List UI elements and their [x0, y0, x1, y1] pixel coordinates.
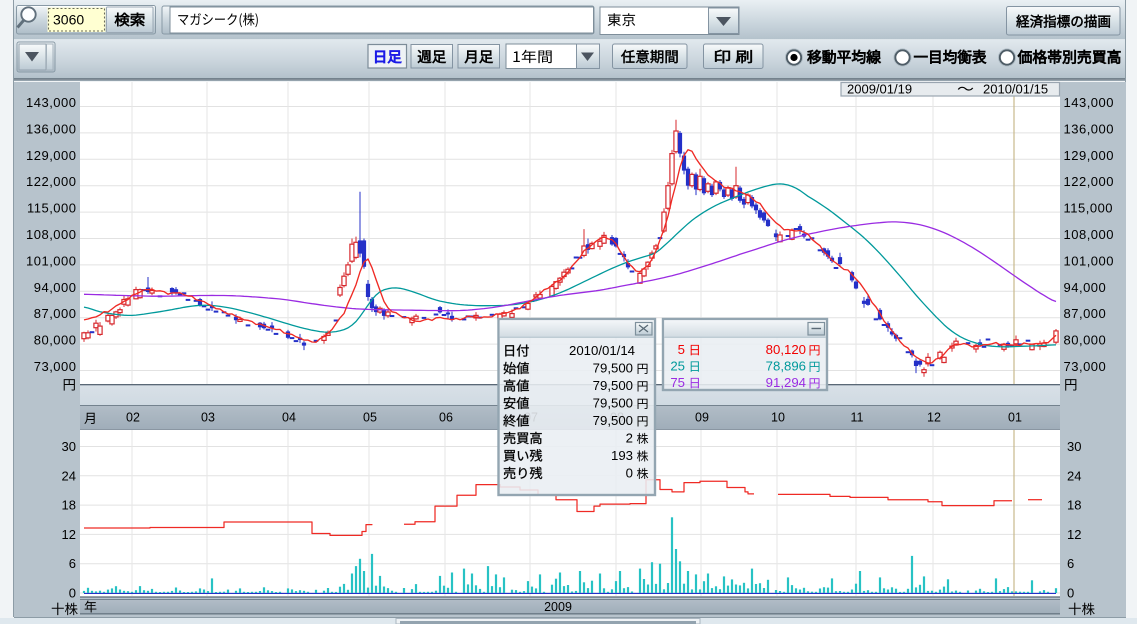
svg-text:05: 05 — [363, 411, 377, 425]
svg-text:94,000: 94,000 — [34, 280, 77, 295]
svg-text:12: 12 — [62, 527, 76, 542]
svg-text:24: 24 — [62, 468, 76, 483]
svg-text:2010/01/14: 2010/01/14 — [569, 343, 635, 358]
svg-text:193: 193 — [611, 448, 633, 463]
svg-text:2: 2 — [626, 431, 633, 446]
svg-text:12: 12 — [927, 411, 941, 425]
svg-text:115,000: 115,000 — [1064, 201, 1114, 216]
svg-text:03: 03 — [201, 411, 215, 425]
svg-text:73,000: 73,000 — [1064, 359, 1107, 374]
svg-text:11: 11 — [851, 411, 864, 425]
svg-text:30: 30 — [1067, 439, 1081, 454]
svg-text:0: 0 — [1067, 586, 1074, 601]
svg-text:79,500: 79,500 — [593, 361, 633, 376]
svg-text:6: 6 — [1067, 556, 1074, 571]
svg-text:87,000: 87,000 — [34, 306, 77, 321]
svg-text:12: 12 — [1067, 527, 1081, 542]
svg-text:79,500: 79,500 — [593, 396, 633, 411]
svg-text:122,000: 122,000 — [26, 174, 77, 189]
svg-text:04: 04 — [282, 411, 296, 425]
svg-text:0: 0 — [626, 466, 633, 481]
svg-text:80,000: 80,000 — [1064, 333, 1107, 348]
svg-text:25: 25 — [670, 359, 685, 374]
svg-text:75: 75 — [670, 375, 685, 390]
svg-text:136,000: 136,000 — [26, 121, 77, 136]
svg-text:5: 5 — [678, 342, 685, 357]
svg-text:91,294: 91,294 — [766, 375, 806, 390]
svg-text:136,000: 136,000 — [1064, 121, 1115, 136]
svg-text:02: 02 — [126, 411, 140, 425]
svg-text:129,000: 129,000 — [1064, 148, 1115, 163]
svg-text:108,000: 108,000 — [26, 227, 77, 242]
svg-text:79,500: 79,500 — [593, 378, 633, 393]
svg-text:79,500: 79,500 — [593, 413, 633, 428]
svg-text:87,000: 87,000 — [1064, 306, 1107, 321]
svg-text:2010/01/15: 2010/01/15 — [983, 82, 1048, 97]
svg-text:3060: 3060 — [53, 12, 84, 28]
svg-text:101,000: 101,000 — [1064, 253, 1115, 268]
svg-text:78,896: 78,896 — [766, 359, 806, 374]
svg-text:18: 18 — [1067, 498, 1081, 513]
svg-text:18: 18 — [62, 498, 76, 513]
svg-text:129,000: 129,000 — [26, 148, 77, 163]
svg-text:0: 0 — [69, 586, 76, 601]
svg-text:01: 01 — [1008, 411, 1022, 425]
svg-text:73,000: 73,000 — [34, 359, 77, 374]
svg-text:2009/01/19: 2009/01/19 — [847, 82, 912, 97]
svg-text:108,000: 108,000 — [1064, 227, 1115, 242]
svg-text:143,000: 143,000 — [1064, 95, 1115, 110]
svg-text:80,000: 80,000 — [34, 333, 77, 348]
svg-text:30: 30 — [62, 439, 76, 454]
svg-text:94,000: 94,000 — [1064, 280, 1107, 295]
svg-text:115,000: 115,000 — [27, 201, 77, 216]
svg-text:09: 09 — [695, 411, 709, 425]
svg-text:06: 06 — [439, 411, 453, 425]
svg-text:10: 10 — [771, 411, 785, 425]
svg-text:101,000: 101,000 — [26, 253, 77, 268]
svg-text:2009: 2009 — [544, 600, 572, 614]
svg-text:80,120: 80,120 — [766, 342, 806, 357]
svg-text:143,000: 143,000 — [26, 95, 77, 110]
svg-text:6: 6 — [69, 556, 76, 571]
svg-text:122,000: 122,000 — [1064, 174, 1115, 189]
svg-text:24: 24 — [1067, 468, 1081, 483]
